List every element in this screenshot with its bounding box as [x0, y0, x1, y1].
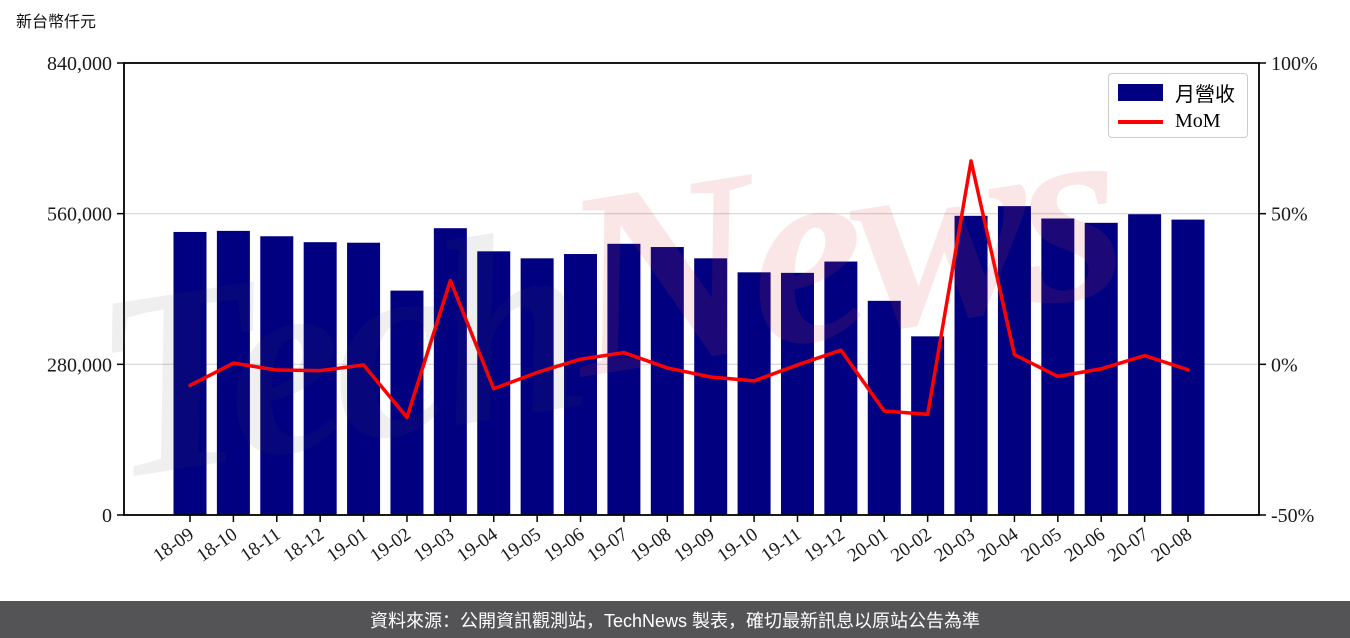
legend-label-revenue: 月營收	[1175, 83, 1235, 106]
x-tick-label: 20-06	[1061, 524, 1109, 567]
x-tick-label: 20-07	[1104, 524, 1152, 567]
y-axis-unit-label: 新台幣仟元	[16, 14, 97, 31]
x-tick-label: 20-02	[887, 524, 935, 567]
revenue-mom-chart: 0 280,000 560,000 840,000 -50% 0% 50% 100% 18-09…	[47, 53, 1318, 567]
x-tick-label: 20-03	[931, 524, 979, 567]
bar-20-07	[1128, 214, 1162, 515]
bar-20-05	[1041, 218, 1075, 515]
x-tick-label: 20-01	[844, 524, 892, 567]
x-tick-label: 19-11	[758, 524, 806, 566]
bar-19-09	[694, 258, 728, 515]
x-tick-label: 19-08	[627, 524, 675, 567]
bar-20-03	[954, 215, 988, 516]
bar-19-07	[607, 243, 641, 516]
mom-line	[188, 159, 1190, 420]
x-tick-label: 19-06	[540, 524, 588, 567]
x-tick-label: 18-12	[280, 524, 328, 567]
x-tick-label: 19-05	[497, 524, 545, 567]
bar-20-02	[911, 336, 945, 515]
bar-19-05	[520, 258, 554, 515]
bar-18-10	[216, 230, 250, 515]
left-tick-label: 280,000	[47, 354, 112, 376]
bar-19-08	[650, 247, 684, 515]
source-footer-text: 資料來源：公開資訊觀測站，TechNews 製表，確切最新訊息以原站公告為準	[369, 610, 981, 631]
bar-19-11	[780, 272, 814, 515]
left-tick-label: 840,000	[47, 53, 112, 75]
bar-20-01	[867, 300, 901, 515]
x-tick-label: 19-12	[800, 524, 848, 567]
revenue-bar-swatch	[1118, 83, 1163, 101]
chart-legend: 月營收 MoM	[1108, 73, 1248, 138]
left-tick-label: 560,000	[47, 204, 112, 226]
mom-line-swatch	[1118, 119, 1163, 124]
bar-19-12	[824, 261, 858, 515]
legend-entry-revenue: 月營收	[1109, 78, 1247, 107]
bar-19-06	[564, 254, 598, 515]
x-tick-label: 19-07	[583, 524, 631, 567]
x-tick-label: 19-10	[714, 524, 762, 567]
bar-18-09	[173, 231, 207, 515]
x-tick-label: 19-02	[366, 524, 414, 567]
x-tick-label: 20-08	[1148, 524, 1196, 567]
x-tick-label: 19-04	[453, 524, 502, 567]
x-tick-label: 18-09	[150, 524, 198, 567]
x-tick-label: 18-10	[193, 524, 241, 567]
x-tick-label: 20-04	[974, 524, 1023, 567]
legend-label-mom: MoM	[1175, 110, 1221, 133]
right-tick-label: 0%	[1271, 354, 1298, 376]
plot-border	[123, 62, 1260, 516]
x-tick-label: 19-09	[670, 524, 718, 567]
right-tick-label: -50%	[1271, 505, 1314, 527]
bar-19-10	[737, 272, 771, 515]
right-tick-label: 100%	[1271, 53, 1318, 75]
right-tick-label: 50%	[1271, 204, 1308, 226]
x-tick-label: 18-11	[237, 524, 285, 566]
x-tick-label: 19-03	[410, 524, 458, 567]
x-tick-label: 19-01	[323, 524, 371, 567]
bar-18-12	[303, 242, 337, 515]
x-tick-label: 20-05	[1017, 524, 1065, 567]
source-footer-bar: 資料來源：公開資訊觀測站，TechNews 製表，確切最新訊息以原站公告為準	[0, 601, 1350, 638]
bar-19-03	[433, 228, 467, 515]
bar-18-11	[260, 236, 294, 515]
legend-entry-mom: MoM	[1109, 110, 1247, 133]
left-tick-label: 0	[102, 505, 112, 527]
